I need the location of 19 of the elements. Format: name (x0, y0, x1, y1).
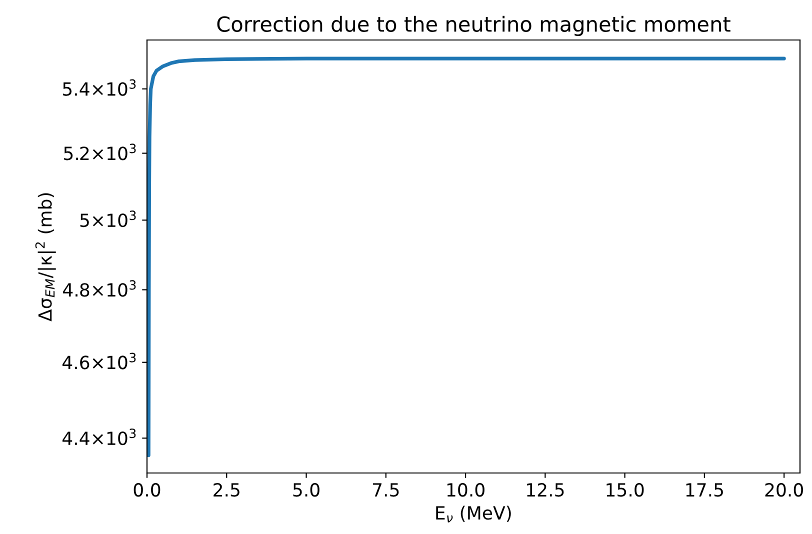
x-tick-label: 5.0 (293, 483, 320, 497)
x-tick-label: 20.0 (765, 483, 803, 497)
x-tick-label: 0.0 (134, 483, 160, 497)
x-tick-label: 17.5 (686, 483, 723, 497)
x-tick-label: 7.5 (373, 483, 399, 497)
y-tick-label: 5.4×10$^{3}$ (63, 79, 136, 96)
y-tick-label: 4.4×10$^{3}$ (62, 428, 136, 446)
x-tick-label: 12.5 (527, 483, 564, 497)
x-tick-label: 15.0 (606, 483, 644, 497)
y-axis-title: Δσ$_{EM}$/|κ|$^{2}$ (mb) (35, 193, 56, 322)
x-axis-title: E$_{ν}$ (MeV) (436, 506, 511, 522)
y-tick-label: 5×10$^{3}$ (80, 210, 136, 228)
x-tick-label: 10.0 (447, 483, 484, 497)
x-tick-label: 2.5 (214, 483, 240, 497)
y-tick-label: 5.2×10$^{3}$ (64, 144, 136, 160)
y-tick-label: 4.8×10$^{3}$ (63, 280, 136, 297)
y-tick-label: 4.6×10$^{3}$ (62, 352, 136, 370)
line-series (147, 56, 786, 458)
chart-title: Correction due to the neutrino magnetic moment (217, 16, 730, 36)
